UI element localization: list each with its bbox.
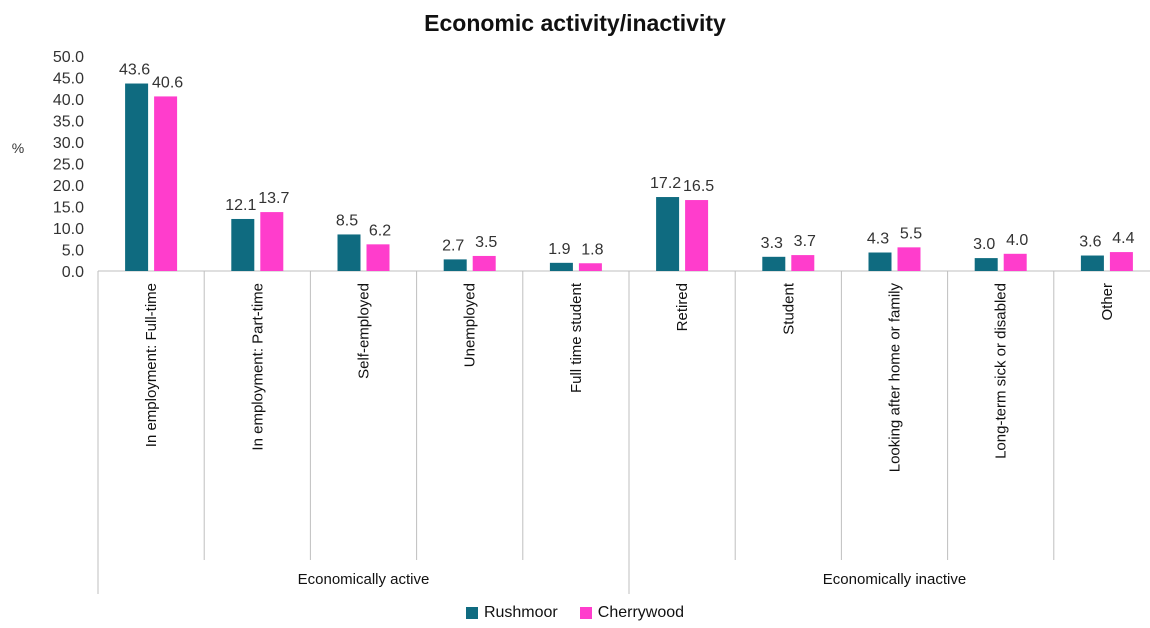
- y-tick-label: 5.0: [62, 243, 84, 260]
- category-label: Other: [1099, 283, 1116, 321]
- data-label: 4.4: [1112, 230, 1134, 247]
- y-tick-label: 0.0: [62, 264, 84, 281]
- data-label: 3.0: [973, 236, 995, 253]
- data-label: 6.2: [369, 222, 391, 239]
- data-label: 3.3: [761, 235, 783, 252]
- data-label: 13.7: [258, 190, 289, 207]
- group-label: Economically active: [298, 571, 430, 588]
- y-axis-label: %: [12, 140, 24, 156]
- bar-series-2: [1003, 253, 1027, 271]
- category-label: In employment: Full-time: [143, 283, 160, 447]
- data-label: 4.3: [867, 231, 889, 248]
- bar-series-1: [656, 197, 680, 271]
- legend-label-series-2: Cherrywood: [597, 604, 685, 621]
- bar-series-1: [337, 234, 361, 271]
- data-label: 4.0: [1006, 232, 1028, 249]
- data-label: 1.8: [581, 241, 603, 258]
- y-tick-label: 30.0: [53, 135, 84, 152]
- bar-series-2: [685, 200, 709, 271]
- data-label: 5.5: [900, 225, 922, 242]
- data-label: 8.5: [336, 212, 358, 229]
- bar-series-2: [1109, 252, 1133, 271]
- bar-series-2: [791, 255, 815, 271]
- y-tick-label: 25.0: [53, 157, 84, 174]
- data-label: 16.5: [683, 178, 714, 195]
- legend-label-series-1: Rushmoor: [483, 604, 558, 621]
- category-label: Long-term sick or disabled: [993, 283, 1010, 459]
- bar-series-1: [1080, 255, 1104, 271]
- category-label: In employment: Part-time: [249, 283, 266, 451]
- bar-series-1: [549, 262, 573, 271]
- bar-series-2: [154, 96, 178, 271]
- bar-series-2: [897, 247, 921, 271]
- y-tick-label: 15.0: [53, 200, 84, 217]
- bar-series-1: [974, 258, 998, 271]
- bar-series-2: [472, 255, 496, 271]
- category-label: Unemployed: [462, 283, 479, 367]
- y-tick-label: 40.0: [53, 92, 84, 109]
- data-label: 43.6: [119, 62, 150, 79]
- data-label: 3.5: [475, 234, 497, 251]
- y-tick-label: 50.0: [53, 49, 84, 66]
- legend-swatch-series-2: [579, 607, 592, 619]
- category-label: Retired: [674, 283, 691, 331]
- category-label: Looking after home or family: [887, 283, 904, 473]
- category-label: Student: [780, 282, 797, 335]
- category-label: Self-employed: [356, 283, 373, 379]
- legend-swatch-series-1: [465, 607, 478, 619]
- bar-series-2: [578, 263, 602, 271]
- bar-series-2: [366, 244, 390, 271]
- data-label: 2.7: [442, 237, 464, 254]
- bar-series-1: [443, 259, 467, 271]
- data-label: 17.2: [650, 175, 681, 192]
- legend: Rushmoor Cherrywood: [0, 604, 1150, 622]
- y-tick-label: 35.0: [53, 114, 84, 131]
- bar-series-2: [260, 212, 284, 271]
- category-label: Full time student: [568, 282, 585, 393]
- data-label: 3.7: [794, 233, 816, 250]
- y-tick-label: 20.0: [53, 178, 84, 195]
- data-label: 12.1: [225, 197, 256, 214]
- data-label: 3.6: [1079, 234, 1101, 251]
- group-label: Economically inactive: [823, 571, 966, 588]
- chart-title: Economic activity/inactivity: [424, 10, 726, 36]
- bar-series-1: [762, 256, 786, 271]
- bar-series-1: [231, 218, 255, 271]
- legend-item-series-1: Rushmoor: [465, 604, 558, 622]
- y-tick-label: 10.0: [53, 221, 84, 238]
- legend-item-series-2: Cherrywood: [579, 604, 685, 622]
- bar-series-1: [125, 83, 149, 272]
- data-label: 40.6: [152, 74, 183, 91]
- bar-series-1: [868, 252, 892, 271]
- y-tick-label: 45.0: [53, 71, 84, 88]
- data-label: 1.9: [548, 241, 570, 258]
